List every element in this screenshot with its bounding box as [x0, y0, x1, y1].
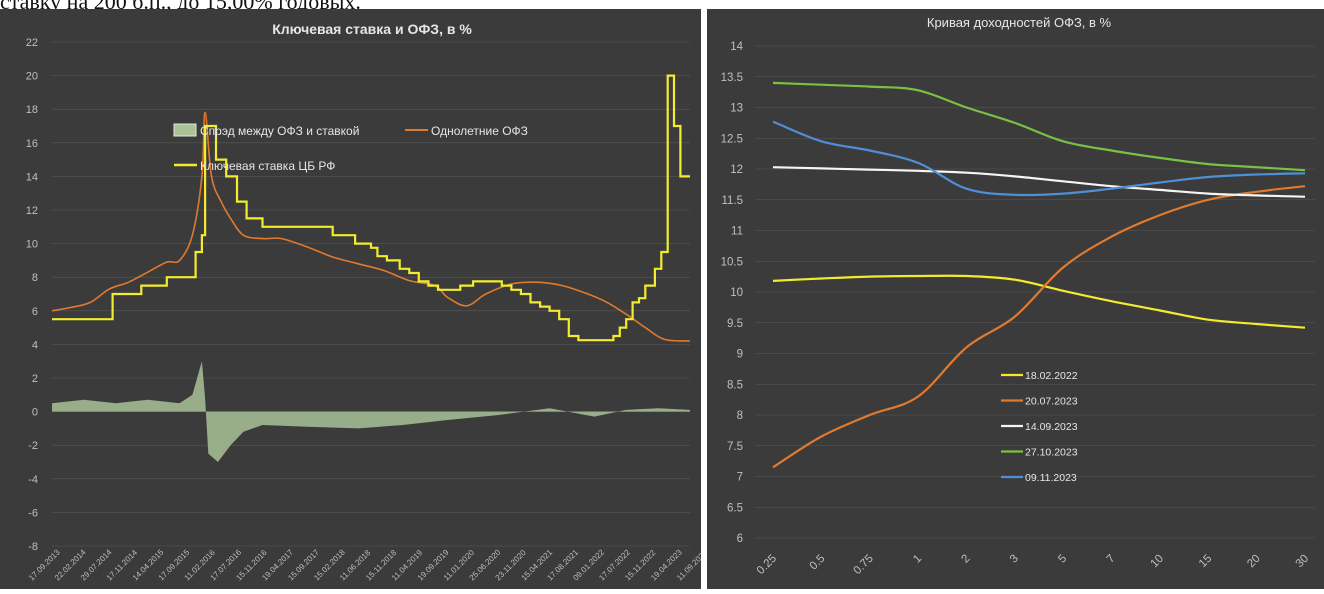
y-tick-label: 16 [26, 138, 38, 150]
y-tick-label: 12.5 [721, 133, 743, 145]
yield-curve-chart-panel: Кривая доходностей ОФЗ, в % 6 6.5 7 7.5 8 8.5… [707, 9, 1324, 589]
x-tick-label: 0.5 [808, 553, 828, 573]
key-rate-series [52, 74, 690, 342]
y-tick-label: 8.5 [727, 379, 743, 391]
y-tick-label: -8 [28, 541, 38, 553]
y-tick-label: 13.5 [721, 72, 743, 84]
x-tick-label: 30 [1294, 553, 1312, 571]
legend-entry: 20.07.2023 [1025, 396, 1078, 408]
y-tick-label: 8 [32, 272, 38, 284]
y-tick-label: -2 [28, 440, 38, 452]
ofz-1y-series [51, 111, 691, 342]
series-line-27.10.2023 [772, 81, 1306, 172]
legend-entry: 18.02.2022 [1025, 370, 1078, 382]
x-tick-label: 10 [1148, 553, 1166, 571]
x-tick-label: 1 [911, 553, 924, 566]
y-tick-label: 9 [737, 349, 743, 361]
chart-title: Кривая доходностей ОФЗ, в % [927, 15, 1112, 30]
chart-legend: Спрэд между ОФЗ и ставкой Однолетние ОФЗ… [173, 123, 528, 173]
y-tick-label: 7.5 [727, 441, 743, 453]
y-tick-label: 12 [26, 205, 38, 217]
y-tick-label: 4 [32, 339, 38, 351]
y-tick-label: 12 [730, 164, 743, 176]
legend-spread: Спрэд между ОФЗ и ставкой [200, 124, 359, 138]
y-tick-label: 14 [26, 171, 38, 183]
y-tick-label: 0 [32, 407, 38, 419]
y-tick-label: 6 [737, 533, 743, 545]
x-tick-label: 0.75 [852, 553, 876, 577]
series-line-14.09.2023 [772, 166, 1306, 198]
y-tick-label: 11.5 [721, 195, 743, 207]
x-tick-label: 2 [960, 553, 973, 566]
y-tick-label: 10 [26, 239, 38, 251]
yield-curve-chart: Кривая доходностей ОФЗ, в % 6 6.5 7 7.5 8 8.5… [721, 15, 1315, 577]
legend-entry: 14.09.2023 [1025, 421, 1078, 433]
y-tick-label: 6.5 [727, 502, 743, 514]
legend-swatch-spread [173, 123, 197, 137]
y-tick-label: 7 [737, 472, 743, 484]
legend-entry: 27.10.2023 [1025, 447, 1078, 459]
y-tick-label: 9.5 [727, 318, 743, 330]
y-tick-label: 10.5 [721, 256, 743, 268]
series-line-20.07.2023 [772, 185, 1306, 469]
x-tick-label: 5 [1056, 553, 1069, 566]
y-tick-label: 8 [737, 410, 743, 422]
y-tick-label: 18 [26, 104, 38, 116]
y-tick-label: 20 [26, 71, 38, 83]
chart-legend: 18.02.2022 20.07.2023 14.09.2023 27.10.2023… [1001, 370, 1078, 484]
legend-key-rate: Ключевая ставка ЦБ РФ [200, 159, 335, 173]
y-tick-label: 2 [32, 373, 38, 385]
x-tick-label: 0.25 [755, 553, 779, 577]
key-rate-chart-panel: Ключевая ставка и ОФЗ, в % -8 -6 -4 -2 0 2 4 6 8… [0, 9, 710, 589]
series-line-09.11.2023 [772, 120, 1306, 197]
series-line-18.02.2022 [772, 274, 1306, 329]
legend-ofz: Однолетние ОФЗ [431, 124, 528, 138]
x-tick-label: 20 [1245, 553, 1263, 571]
y-tick-label: 13 [730, 103, 743, 115]
chart-title: Ключевая ставка и ОФЗ, в % [272, 21, 472, 37]
key-rate-chart: Ключевая ставка и ОФЗ, в % -8 -6 -4 -2 0 2 4 6 8… [26, 21, 710, 582]
y-tick-label: 22 [26, 37, 38, 49]
y-tick-label: -6 [28, 507, 38, 519]
y-tick-label: -4 [28, 474, 38, 486]
legend-entry: 09.11.2023 [1025, 472, 1077, 484]
x-tick-label: 15 [1197, 553, 1215, 571]
y-tick-label: 14 [730, 41, 743, 53]
y-tick-label: 11 [731, 226, 743, 238]
spread-series [52, 361, 690, 462]
x-tick-label: 3 [1008, 553, 1021, 566]
y-tick-label: 6 [32, 306, 38, 318]
x-tick-label: 7 [1105, 553, 1118, 566]
y-tick-label: 10 [730, 287, 743, 299]
